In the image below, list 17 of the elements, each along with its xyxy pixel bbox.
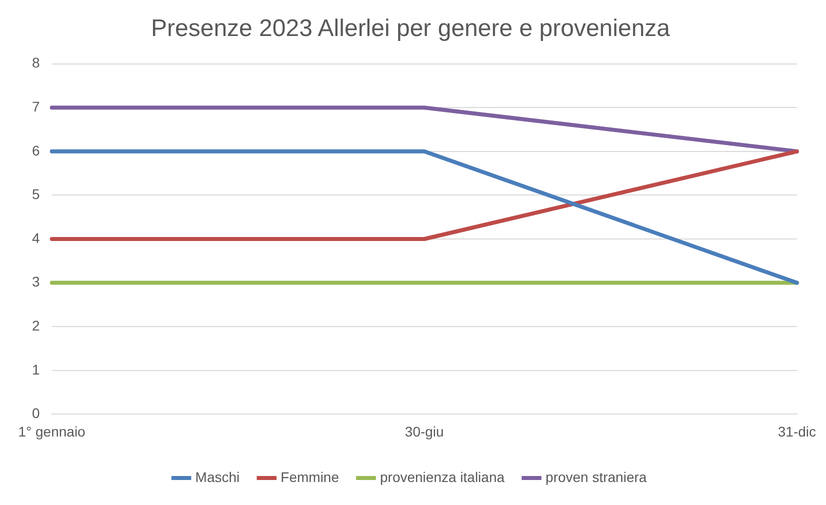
y-tick-label: 0: [32, 405, 40, 422]
y-tick-label: 6: [32, 142, 40, 158]
legend-label: proven straniera: [546, 468, 647, 485]
legend-label: Maschi: [195, 468, 240, 485]
legend-label: provenienza italiana: [380, 468, 505, 485]
y-tick-label: 2: [32, 317, 40, 334]
y-tick-label: 1: [32, 361, 40, 378]
x-tick-label: 30-giu: [404, 423, 444, 440]
y-tick-label: 5: [32, 186, 40, 202]
y-tick-label: 3: [32, 274, 40, 290]
x-tick-label: 1° gennaio: [18, 423, 86, 440]
legend-label: Femmine: [280, 468, 340, 485]
y-tick-label: 7: [32, 98, 40, 114]
x-tick-label: 31-dic: [778, 423, 816, 440]
chart-title: Presenze 2023 Allerlei per genere e provenienza: [150, 15, 671, 42]
y-tick-label: 8: [32, 54, 40, 71]
y-tick-label: 4: [32, 230, 40, 246]
